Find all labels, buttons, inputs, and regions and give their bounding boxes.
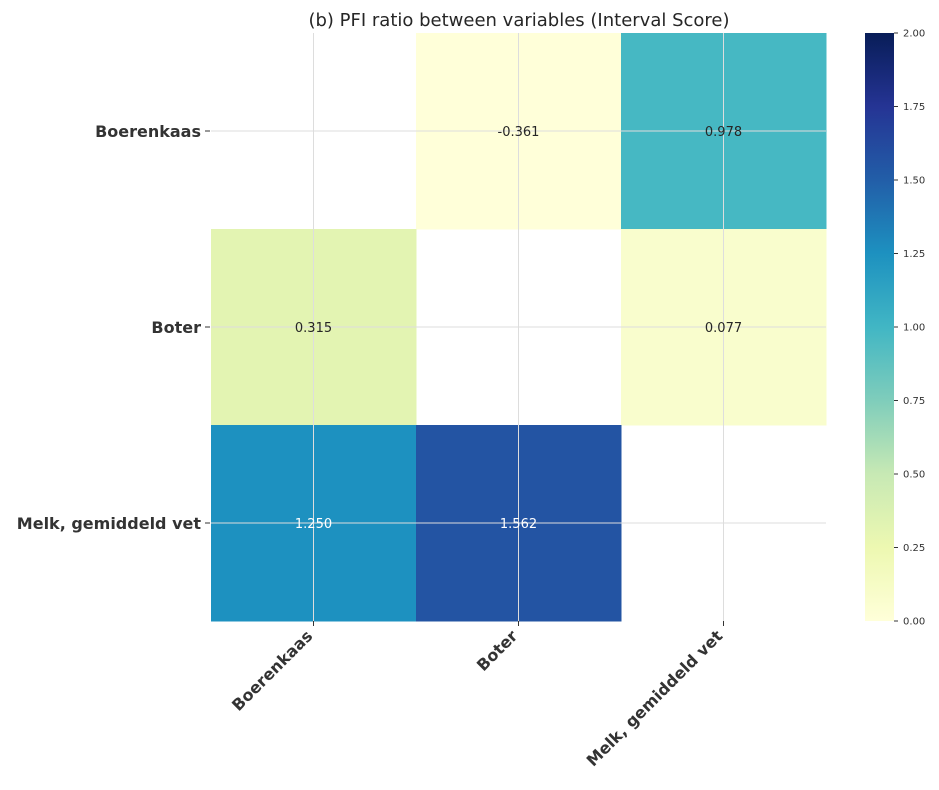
x-tick-label-1: Boter (473, 626, 522, 675)
x-tick-label-2: Melk, gemiddeld vet (583, 626, 727, 770)
cell-value-label-1-2: 0.077 (705, 321, 742, 336)
colorbar: 0.00 0.25 0.50 0.75 1.00 1.25 1.50 1.75 2.00 (865, 29, 925, 628)
y-tick-label-2: Melk, gemiddeld vet (17, 514, 202, 533)
cell-labels: -0.361 0.978 0.315 0.077 1.250 1.562 (295, 125, 742, 532)
colorbar-tick-label-0: 0.00 (903, 617, 925, 628)
colorbar-tick-label-8: 2.00 (903, 29, 925, 40)
colorbar-gradient (865, 33, 894, 621)
colorbar-tick-label-4: 1.00 (903, 323, 925, 334)
cell-value-label-2-0: 1.250 (295, 517, 332, 532)
y-axis: Boerenkaas Boter Melk, gemiddeld vet (17, 122, 210, 533)
cell-value-label-2-1: 1.562 (500, 517, 537, 532)
cell-value-label-1-0: 0.315 (295, 321, 332, 336)
cell-value-label-0-2: 0.978 (705, 125, 742, 140)
colorbar-tick-label-5: 1.25 (903, 249, 925, 260)
colorbar-tick-label-2: 0.50 (903, 470, 925, 481)
cell-value-label-0-1: -0.361 (498, 125, 540, 140)
colorbar-tick-label-7: 1.75 (903, 102, 925, 113)
x-tick-label-0: Boerenkaas (228, 626, 316, 714)
colorbar-tick-label-1: 0.25 (903, 543, 925, 554)
colorbar-tick-label-6: 1.50 (903, 176, 925, 187)
y-tick-label-0: Boerenkaas (95, 122, 201, 141)
colorbar-tick-label-3: 0.75 (903, 396, 925, 407)
grid-lines (211, 33, 826, 621)
chart-title: (b) PFI ratio between variables (Interva… (308, 10, 729, 31)
x-axis: Boerenkaas Boter Melk, gemiddeld vet (228, 621, 727, 770)
y-tick-label-1: Boter (151, 318, 201, 337)
